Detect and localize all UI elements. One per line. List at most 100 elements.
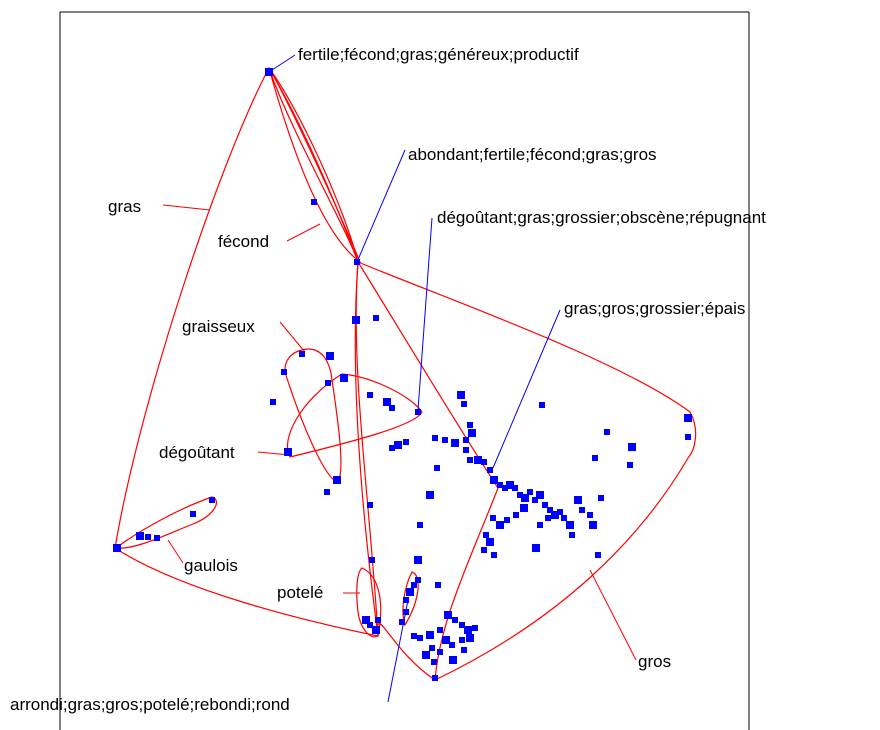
- data-point: [467, 422, 473, 428]
- data-point: [452, 617, 458, 623]
- hull-gras: [114, 66, 379, 637]
- data-point: [579, 507, 585, 513]
- data-points: [113, 68, 692, 681]
- data-point: [403, 439, 409, 445]
- data-point: [496, 521, 504, 529]
- data-point: [463, 437, 469, 443]
- data-point: [474, 456, 482, 464]
- data-point: [569, 532, 575, 538]
- data-point: [457, 391, 465, 399]
- data-point: [487, 467, 493, 473]
- data-point: [481, 459, 487, 465]
- clique-label-5: arrondi;gras;gros;potelé;rebondi;rond: [10, 695, 290, 714]
- data-point: [389, 405, 395, 411]
- data-point: [520, 504, 528, 512]
- data-point: [373, 315, 379, 321]
- hull-degoutant: [286, 373, 423, 458]
- data-point: [432, 435, 438, 441]
- data-point: [466, 634, 474, 642]
- label-gras: gras: [108, 197, 141, 216]
- data-point: [483, 532, 489, 538]
- data-point: [422, 651, 430, 659]
- data-point: [431, 659, 437, 665]
- data-point: [627, 462, 633, 468]
- data-point: [512, 485, 518, 491]
- data-point: [442, 437, 448, 443]
- data-point: [461, 647, 467, 653]
- data-point: [517, 492, 523, 498]
- data-point: [539, 402, 545, 408]
- clique-label-2: abondant;fertile;fécond;gras;gros: [408, 145, 657, 164]
- data-point: [411, 582, 417, 588]
- data-point: [270, 399, 276, 405]
- data-point: [209, 497, 215, 503]
- data-point: [444, 611, 452, 619]
- data-point: [685, 434, 691, 440]
- hull-gaulois: [114, 496, 217, 549]
- data-point: [557, 509, 563, 515]
- data-point: [403, 597, 409, 603]
- data-point: [325, 380, 331, 386]
- connector-gaulois: [167, 539, 184, 564]
- connector-gros: [589, 569, 637, 661]
- data-point: [284, 448, 292, 456]
- data-point: [684, 414, 692, 422]
- connector-clique-4: [492, 309, 561, 469]
- label-graisseux: graisseux: [182, 317, 255, 336]
- data-point: [459, 637, 465, 643]
- data-point: [333, 476, 341, 484]
- connector-clique-3: [417, 217, 433, 411]
- data-point: [136, 532, 144, 540]
- data-point: [449, 656, 457, 664]
- data-point: [551, 511, 559, 519]
- label-degoutant: dégoûtant: [159, 443, 235, 462]
- data-point: [403, 609, 409, 615]
- connector-graisseux: [279, 321, 306, 353]
- data-point: [464, 626, 472, 634]
- data-point: [490, 515, 496, 521]
- data-point: [595, 552, 601, 558]
- data-point: [513, 512, 519, 518]
- data-point: [389, 445, 395, 451]
- data-point: [561, 515, 567, 521]
- data-point: [435, 582, 441, 588]
- data-point: [417, 522, 423, 528]
- clique-label-4: gras;gros;grossier;épais: [564, 299, 745, 318]
- data-point: [324, 489, 330, 495]
- data-point: [589, 521, 597, 529]
- data-point: [367, 622, 373, 628]
- data-point: [504, 517, 510, 523]
- data-point: [451, 439, 459, 447]
- data-point: [426, 491, 434, 499]
- data-point: [190, 511, 196, 517]
- data-point: [154, 535, 160, 541]
- connector-clique-5: [387, 599, 409, 703]
- label-gros: gros: [638, 652, 671, 671]
- connector-clique-1: [271, 54, 296, 71]
- data-point: [598, 495, 604, 501]
- data-point: [481, 547, 487, 553]
- data-point: [536, 491, 544, 499]
- data-point: [502, 485, 508, 491]
- data-point: [442, 636, 450, 644]
- clique-label-1: fertile;fécond;gras;généreux;productif: [298, 45, 579, 64]
- data-point: [532, 497, 538, 503]
- data-point: [281, 369, 287, 375]
- data-point: [299, 351, 305, 357]
- data-point: [537, 522, 543, 528]
- data-point: [506, 481, 514, 489]
- word-label-connectors: [162, 204, 637, 661]
- data-point: [311, 199, 317, 205]
- data-point: [362, 616, 370, 624]
- data-point: [265, 68, 273, 76]
- data-point: [547, 507, 553, 513]
- data-point: [459, 622, 465, 628]
- data-point: [467, 457, 473, 463]
- data-point: [354, 259, 360, 265]
- clique-label-connectors: [271, 54, 561, 703]
- data-point: [406, 588, 414, 596]
- data-point: [542, 502, 548, 508]
- connector-gras: [162, 204, 211, 211]
- data-point: [490, 476, 498, 484]
